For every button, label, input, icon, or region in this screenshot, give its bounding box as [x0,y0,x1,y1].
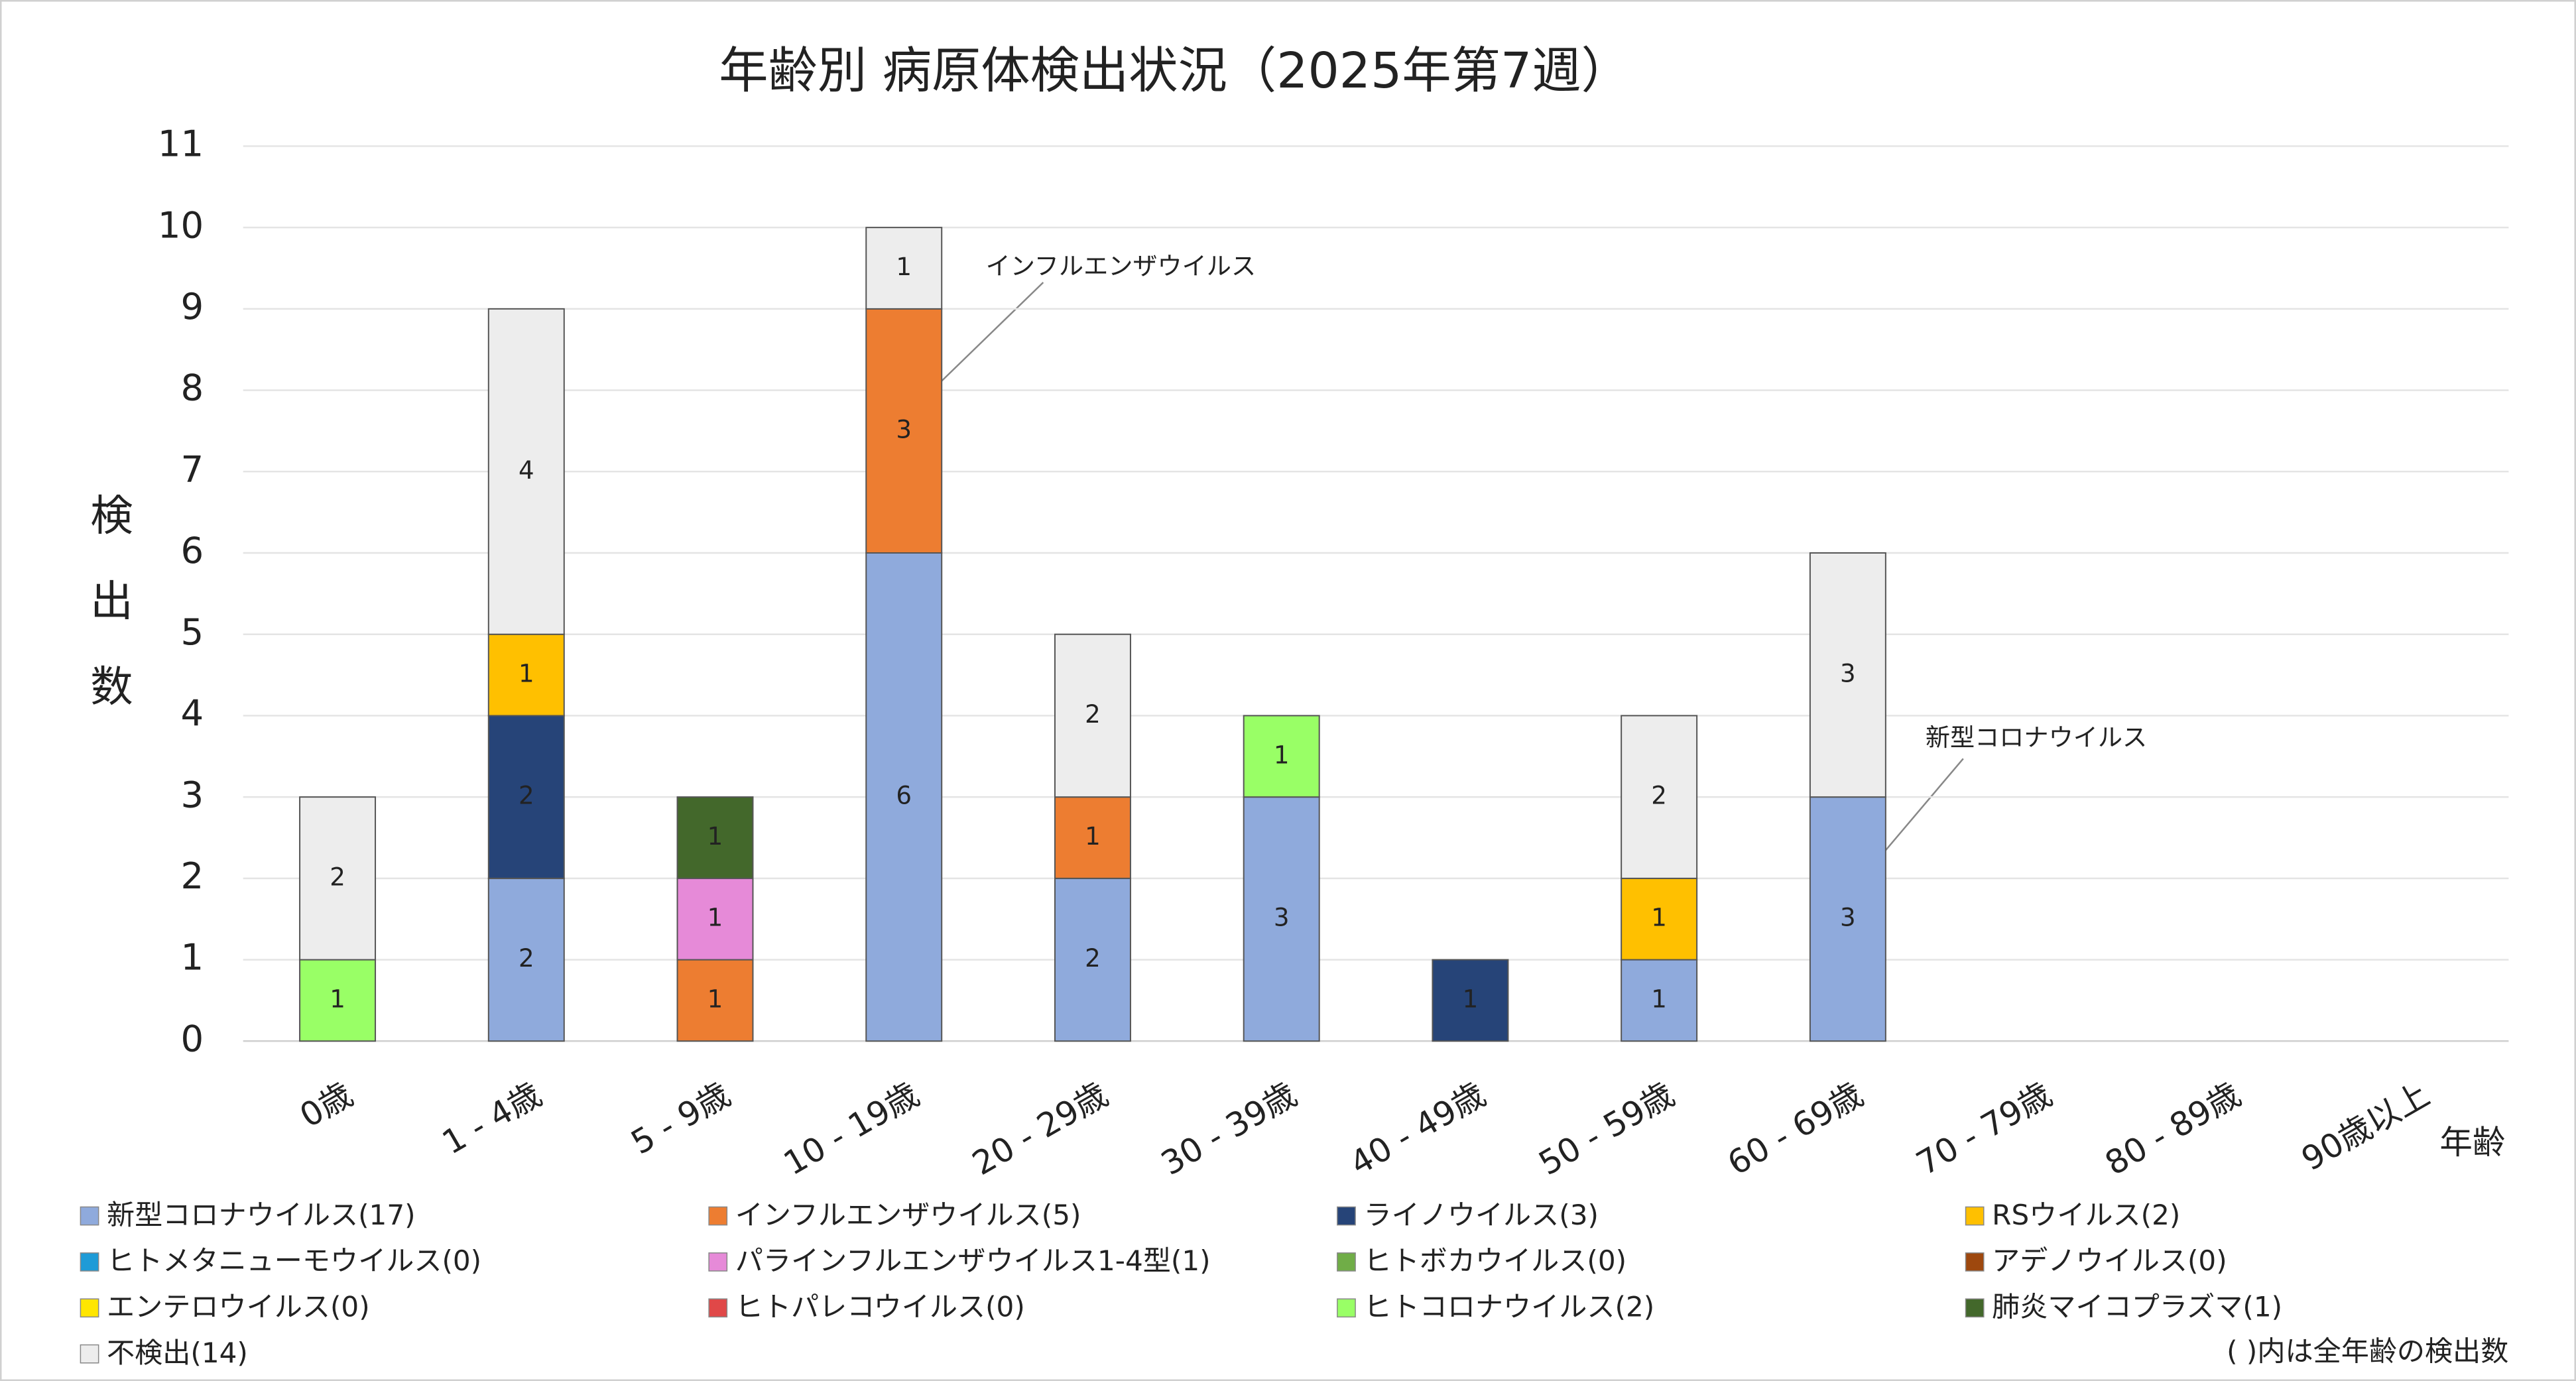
bar-segment [1809,796,1886,1042]
y-axis-label: 数 [90,662,133,712]
legend-label: ヒトボカウイルス(0) [1363,1244,1626,1277]
bar-segment [487,715,565,879]
bar-segment [1621,715,1698,879]
bar-segment [1054,796,1131,879]
data-label: 1 [330,985,345,1013]
legend-swatch [708,1206,728,1226]
bar-segment [676,959,754,1042]
bar-segment [676,796,754,879]
y-tick-label: 2 [181,855,204,897]
bar-segment [865,227,943,310]
bar-segment [1243,715,1320,798]
y-tick-label: 5 [181,611,204,653]
data-label: 1 [707,904,723,932]
legend-label: ヒトコロナウイルス(2) [1363,1291,1654,1323]
legend-label: アデノウイルス(0) [1992,1244,2227,1277]
legend-swatch [80,1298,99,1318]
bar-segment [865,308,943,554]
data-label: 3 [1840,904,1856,932]
y-axis-label: 検 [90,491,133,541]
bar-segment [1621,959,1698,1042]
legend-swatch [80,1206,99,1226]
data-label: 6 [896,782,912,810]
legend-swatch [1337,1206,1356,1226]
legend-swatch [1337,1252,1356,1272]
y-tick-label: 1 [181,936,204,979]
legend-label: ライノウイルス(3) [1363,1199,1598,1231]
data-label: 2 [330,863,345,891]
data-label: 1 [1085,822,1101,851]
data-label: 1 [707,822,723,851]
y-tick-label: 8 [181,367,204,409]
y-tick-label: 11 [158,123,204,165]
data-label: 3 [896,415,912,444]
annotation-leader [1872,758,1964,867]
bar-segment [1621,877,1698,961]
annotation: インフルエンザウイルス [986,252,1257,280]
legend-swatch [80,1344,99,1364]
annotation: 新型コロナウイルス [1926,723,2147,752]
bar-segment [487,633,565,717]
data-label: 1 [1651,985,1667,1013]
legend-label: エンテロウイルス(0) [107,1291,370,1323]
legend-label: パラインフルエンザウイルス1-4型(1) [735,1244,1211,1277]
legend-swatch [1965,1206,1985,1226]
data-label: 4 [519,456,534,485]
legend-swatch [708,1298,728,1318]
data-label: 2 [519,782,534,810]
data-label: 2 [1651,782,1667,810]
legend-label: RSウイルス(2) [1992,1199,2180,1231]
y-tick-label: 0 [181,1017,204,1059]
annotation-leader [930,282,1044,392]
data-label: 3 [1840,660,1856,688]
bar-segment [1809,552,1886,798]
y-tick-label: 6 [181,529,204,571]
note: ( )内は全年齢の検出数 [2227,1335,2508,1367]
legend-label: インフルエンザウイルス(5) [735,1199,1081,1231]
chart-title: 年齢別 病原体検出状況（2025年第7週） [719,42,1630,99]
bar-segment [1432,959,1509,1042]
data-label: 2 [1085,700,1101,729]
bar-segment [299,796,377,961]
y-tick-label: 7 [181,448,204,490]
bar-segment [299,959,377,1042]
data-label: 3 [1274,904,1290,932]
legend-label: ヒトパレコウイルス(0) [735,1291,1025,1323]
bar-segment [1054,877,1131,1042]
bar-segment [676,877,754,961]
y-tick-label: 10 [158,204,204,246]
data-label: 1 [896,253,912,281]
y-tick-label: 4 [181,692,204,735]
legend-label: 肺炎マイコプラズマ(1) [1992,1291,2282,1323]
data-label: 1 [707,985,723,1013]
bar-segment [487,877,565,1042]
data-label: 1 [1463,985,1479,1013]
data-label: 1 [1274,741,1290,769]
y-tick-label: 9 [181,285,204,328]
legend-label: 不検出(14) [107,1337,248,1369]
legend-swatch [80,1252,99,1272]
legend-swatch [1965,1252,1985,1272]
legend-swatch [1965,1298,1985,1318]
bar-segment [487,308,565,635]
x-axis-label: 年齢 [2439,1123,2505,1162]
y-tick-label: 3 [181,773,204,815]
legend-swatch [708,1252,728,1272]
bar-segment [1243,796,1320,1042]
data-label: 2 [519,944,534,973]
data-label: 1 [519,660,534,688]
legend-label: ヒトメタニューモウイルス(0) [107,1244,481,1277]
data-label: 2 [1085,944,1101,973]
bar-segment [1054,633,1131,798]
legend-swatch [1337,1298,1356,1318]
data-label: 1 [1651,904,1667,932]
y-axis-label: 出 [90,577,133,627]
legend-label: 新型コロナウイルス(17) [107,1199,416,1231]
bar-segment [865,552,943,1042]
